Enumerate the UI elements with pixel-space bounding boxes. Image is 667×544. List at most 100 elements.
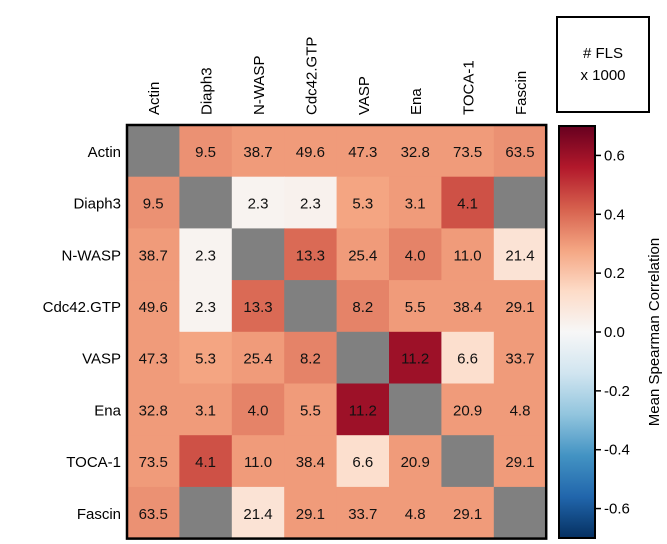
cell-value-label: 5.3 bbox=[195, 351, 216, 368]
heatmap-cell bbox=[493, 280, 547, 333]
heatmap-cell bbox=[389, 176, 442, 229]
cell-value-label: 38.4 bbox=[296, 454, 325, 471]
count-legend-line2: x 1000 bbox=[580, 67, 625, 84]
column-label: Cdc42.GTP bbox=[303, 37, 320, 115]
heatmap-cell bbox=[127, 280, 180, 333]
colorbar bbox=[558, 125, 596, 539]
cell-value-label: 32.8 bbox=[401, 144, 430, 161]
colorbar-tick-label: 0.0 bbox=[604, 324, 625, 341]
heatmap-cell bbox=[389, 486, 442, 540]
heatmap-cell bbox=[336, 435, 390, 488]
heatmap-cell bbox=[493, 331, 547, 385]
cell-value-label: 25.4 bbox=[243, 351, 272, 368]
cell-value-label: 6.6 bbox=[457, 351, 478, 368]
cell-value-label: 3.1 bbox=[405, 196, 426, 213]
heatmap-cell bbox=[336, 383, 390, 436]
count-legend-box: # FLS x 1000 bbox=[556, 16, 650, 113]
cell-value-label: 21.4 bbox=[505, 247, 534, 264]
column-label: Actin bbox=[146, 82, 163, 115]
colorbar-tick-label: 0.4 bbox=[604, 206, 625, 223]
heatmap-cell bbox=[389, 331, 442, 385]
cell-value-label: 5.5 bbox=[300, 402, 321, 419]
heatmap-cell bbox=[441, 176, 495, 229]
heatmap-cell bbox=[284, 280, 338, 333]
heatmap-cell bbox=[493, 228, 547, 281]
heatmap-cell bbox=[284, 383, 338, 436]
heatmap-cell bbox=[127, 383, 180, 436]
cell-value-label: 33.7 bbox=[505, 351, 534, 368]
row-label: Fascin bbox=[77, 506, 121, 523]
cell-value-label: 20.9 bbox=[401, 454, 430, 471]
cell-value-label: 38.7 bbox=[139, 247, 168, 264]
cell-value-label: 8.2 bbox=[300, 351, 321, 368]
heatmap-cell bbox=[493, 435, 547, 488]
column-label: TOCA-1 bbox=[461, 60, 478, 115]
heatmap-cell bbox=[231, 486, 285, 540]
heatmap-cell bbox=[179, 125, 233, 178]
heatmap-cell bbox=[179, 486, 233, 540]
heatmap-cell bbox=[231, 228, 285, 281]
heatmap-cell bbox=[127, 331, 180, 385]
cell-value-label: 9.5 bbox=[143, 196, 164, 213]
colorbar-tick-label: -0.2 bbox=[604, 383, 630, 400]
heatmap-cell bbox=[336, 280, 390, 333]
cell-value-label: 73.5 bbox=[453, 144, 482, 161]
heatmap-cell bbox=[441, 228, 495, 281]
row-label: Cdc42.GTP bbox=[43, 299, 121, 316]
heatmap-cell bbox=[127, 176, 180, 229]
heatmap-cell bbox=[493, 486, 547, 540]
cell-value-label: 32.8 bbox=[139, 402, 168, 419]
cell-value-label: 49.6 bbox=[139, 299, 168, 316]
heatmap-cell bbox=[284, 176, 338, 229]
row-label: Diaph3 bbox=[73, 196, 121, 213]
heatmap-cell bbox=[127, 228, 180, 281]
cell-value-label: 11.0 bbox=[244, 454, 272, 471]
cell-value-label: 2.3 bbox=[195, 247, 216, 264]
cell-value-label: 4.1 bbox=[457, 196, 478, 213]
cell-value-label: 29.1 bbox=[453, 506, 482, 523]
cell-value-label: 5.3 bbox=[352, 196, 373, 213]
colorbar-tick-label: 0.6 bbox=[604, 147, 625, 164]
heatmap-cell bbox=[336, 125, 390, 178]
heatmap-cells: 9.5 38.7 49.6 47.3 32.8 73.5 63.5 9.5 2.3 2.3 5.3 3… bbox=[127, 125, 547, 540]
heatmap-cell bbox=[389, 228, 442, 281]
count-legend-line1: # FLS bbox=[583, 45, 623, 62]
cell-value-label: 38.4 bbox=[453, 299, 482, 316]
cell-value-label: 4.0 bbox=[405, 247, 426, 264]
cell-value-label: 2.3 bbox=[300, 196, 321, 213]
row-label: N-WASP bbox=[62, 247, 121, 264]
heatmap-cell bbox=[336, 176, 390, 229]
heatmap-cell bbox=[336, 228, 390, 281]
cell-value-label: 49.6 bbox=[296, 144, 325, 161]
heatmap-cell bbox=[441, 435, 495, 488]
cell-value-label: 38.7 bbox=[243, 144, 272, 161]
cell-value-label: 20.9 bbox=[453, 402, 482, 419]
heatmap-cell bbox=[284, 331, 338, 385]
heatmap-cell bbox=[231, 125, 285, 178]
cell-value-label: 29.1 bbox=[505, 299, 534, 316]
cell-value-label: 73.5 bbox=[139, 454, 168, 471]
cell-value-label: 11.2 bbox=[349, 402, 377, 419]
cell-value-label: 11.0 bbox=[454, 247, 482, 264]
colorbar-tick-label: -0.4 bbox=[604, 442, 630, 459]
heatmap-cell bbox=[441, 486, 495, 540]
colorbar-ticks: 0.6 0.4 0.2 0.0 -0.2 -0.4 -0.6 bbox=[595, 147, 630, 518]
cell-value-label: 25.4 bbox=[348, 247, 377, 264]
cell-value-label: 8.2 bbox=[352, 299, 373, 316]
row-label: Actin bbox=[88, 144, 121, 161]
cell-value-label: 3.1 bbox=[195, 402, 216, 419]
heatmap-cell bbox=[231, 331, 285, 385]
cell-value-label: 2.3 bbox=[195, 299, 216, 316]
cell-value-label: 21.4 bbox=[243, 506, 272, 523]
heatmap-cell bbox=[389, 125, 442, 178]
heatmap-cell bbox=[336, 486, 390, 540]
heatmap-cell bbox=[336, 331, 390, 385]
cell-value-label: 11.2 bbox=[401, 351, 429, 368]
heatmap-cell bbox=[127, 125, 180, 178]
heatmap-cell bbox=[389, 383, 442, 436]
heatmap-cell bbox=[284, 435, 338, 488]
heatmap-cell bbox=[231, 280, 285, 333]
heatmap-cell bbox=[441, 331, 495, 385]
cell-value-label: 4.1 bbox=[195, 454, 216, 471]
